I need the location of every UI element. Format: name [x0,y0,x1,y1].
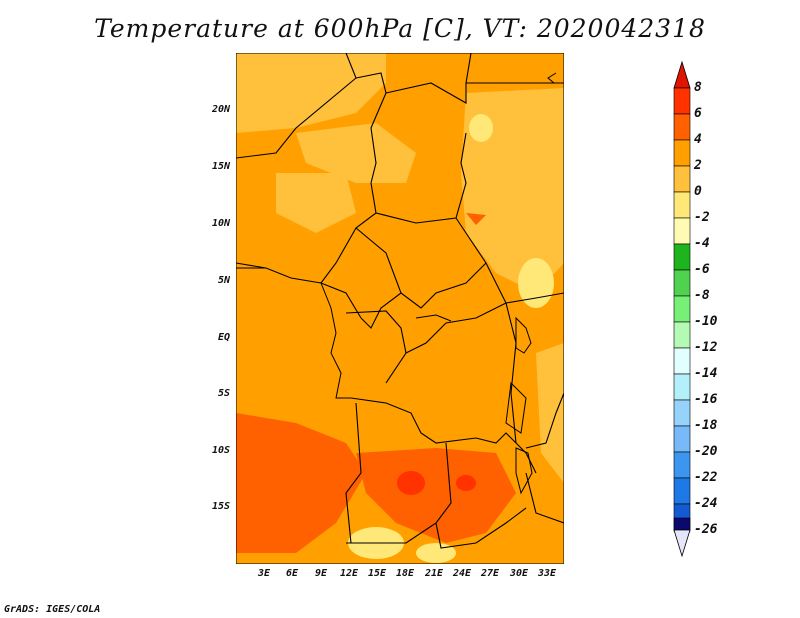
hot-patches [236,213,516,553]
colorbar-label: -22 [694,470,718,485]
coastline-and-lakes [236,72,557,495]
colorbar-bin-m8-m6 [673,295,691,323]
lon-label-27e: 27E [480,568,500,579]
colorbar-bin-6-8 [673,113,691,141]
colorbar-label: -26 [694,522,718,537]
lat-label-15n: 15N [211,161,230,172]
colorbar-bin-m4-m2 [673,243,691,271]
lon-label-18e: 18E [395,568,415,579]
lon-label-15e: 15E [367,568,387,579]
colorbar-label: -14 [694,366,718,381]
lat-label-10s: 10S [211,445,230,456]
lon-label-30e: 30E [509,568,529,579]
colorbar-label: -24 [694,496,718,511]
colorbar-label: -4 [694,236,710,251]
colorbar-bin-m22-m20 [673,477,691,505]
colorbar-bottom-arrow [673,529,691,558]
colorbar-bin-m10-m8 [673,321,691,349]
colorbar-bin-m14-m12 [673,373,691,401]
colorbar-label: 6 [694,106,702,121]
grads-credit: GrADS: IGES/COLA [4,604,101,615]
colorbar-top-arrow [673,60,691,89]
lon-label-33e: 33E [537,568,557,579]
colorbar-label: -2 [694,210,710,225]
country-borders [236,53,564,549]
lat-label-20n: 20N [211,104,230,115]
lon-label-24e: 24E [452,568,472,579]
colorbar-label: -8 [694,288,710,303]
lat-label-5n: 5N [217,275,230,286]
colorbar-bin-8-up [673,87,691,115]
lon-label-9e: 9E [314,568,328,579]
colorbar-label: 8 [694,80,702,95]
colorbar-label: 0 [694,184,702,199]
hottest-patches [397,471,476,495]
colorbar-bin-0-2 [673,191,691,219]
colorbar-label: -16 [694,392,718,407]
colorbar-bin-m2-0 [673,217,691,245]
colorbar [673,60,691,558]
lat-label-10n: 10N [211,218,230,229]
colorbar-label: -20 [694,444,718,459]
colorbar-label: 2 [694,158,702,173]
colorbar-label: -6 [694,262,710,277]
lon-label-12e: 12E [339,568,359,579]
lon-label-6e: 6E [285,568,299,579]
lon-label-21e: 21E [424,568,444,579]
colorbar-bin-m20-m18 [673,451,691,479]
lat-label-5s: 5S [217,388,230,399]
colorbar-label: -10 [694,314,718,329]
colorbar-bin-m18-m16 [673,425,691,453]
colorbar-bin-m12-m10 [673,347,691,375]
colorbar-bin-4-6 [673,139,691,167]
map-panel [236,53,564,564]
colorbar-label: -12 [694,340,718,355]
colorbar-bin-below-m26 [673,517,691,531]
lon-label-3e: 3E [257,568,271,579]
colorbar-label: 4 [694,132,702,147]
colorbar-bin-2-4 [673,165,691,193]
colorbar-bin-m16-m14 [673,399,691,427]
map-title: Temperature at 600hPa [C], VT: 202004231… [94,14,706,43]
lat-label-eq: EQ [217,332,230,343]
colorbar-bin-m6-m4 [673,269,691,297]
colorbar-label: -18 [694,418,718,433]
lat-label-15s: 15S [211,501,230,512]
